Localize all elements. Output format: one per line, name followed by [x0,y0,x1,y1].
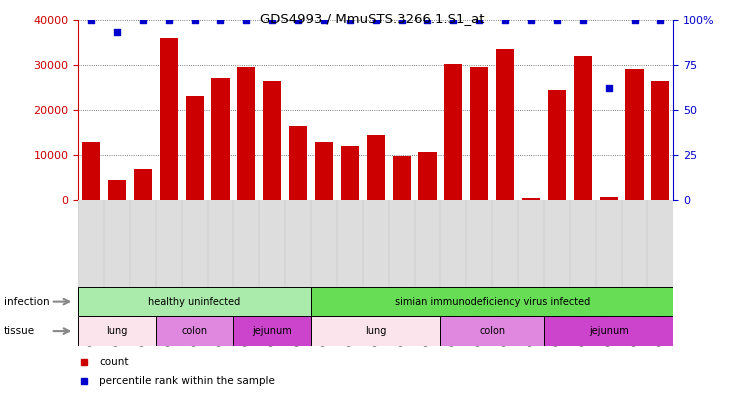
Text: colon: colon [182,326,208,336]
Text: tissue: tissue [4,326,35,336]
Bar [237,67,255,200]
Bar [626,69,644,200]
Bar [289,126,307,200]
Text: infection: infection [4,297,49,307]
Bar [548,90,566,200]
Point [318,17,330,23]
Point [85,17,97,23]
Text: healthy uninfected: healthy uninfected [149,297,241,307]
Bar [651,81,670,200]
Bar [367,135,385,200]
Text: simian immunodeficiency virus infected: simian immunodeficiency virus infected [394,297,590,307]
Bar [263,81,281,200]
Point [292,17,304,23]
Bar [600,197,618,200]
Bar [234,316,311,346]
Bar [311,316,440,346]
Point [629,17,641,23]
Point [344,17,356,23]
Bar [155,316,234,346]
Bar [393,156,411,200]
Point [266,17,278,23]
Bar [444,64,463,200]
Text: jejunum: jejunum [589,326,629,336]
Point [603,85,615,92]
Bar [418,152,437,200]
Bar [160,38,178,200]
Bar [544,316,673,346]
Point [214,17,226,23]
Bar [108,180,126,200]
Bar [82,141,100,200]
Point [473,17,485,23]
Point [189,17,201,23]
Point [422,17,434,23]
Point [370,17,382,23]
Point [240,17,252,23]
Text: GDS4993 / MmuSTS.3266.1.S1_at: GDS4993 / MmuSTS.3266.1.S1_at [260,12,484,25]
Point [525,17,537,23]
Bar [134,169,152,200]
Bar [440,316,544,346]
Bar [78,287,311,316]
Bar [78,316,155,346]
Text: percentile rank within the sample: percentile rank within the sample [99,376,275,386]
Point [551,17,562,23]
Bar [311,287,673,316]
Point [396,17,408,23]
Bar [470,67,488,200]
Point [577,17,589,23]
Text: count: count [99,356,129,367]
Point [111,29,123,35]
Bar [315,141,333,200]
Text: colon: colon [479,326,505,336]
Bar [496,49,514,200]
Point [163,17,175,23]
Bar [185,96,204,200]
Point [447,17,459,23]
Bar [211,79,229,200]
Text: lung: lung [365,326,386,336]
Point [137,17,149,23]
Text: lung: lung [106,326,128,336]
Bar [574,56,591,200]
Point [499,17,511,23]
Point [655,17,667,23]
Bar [341,146,359,200]
Bar [522,198,540,200]
Text: jejunum: jejunum [252,326,292,336]
